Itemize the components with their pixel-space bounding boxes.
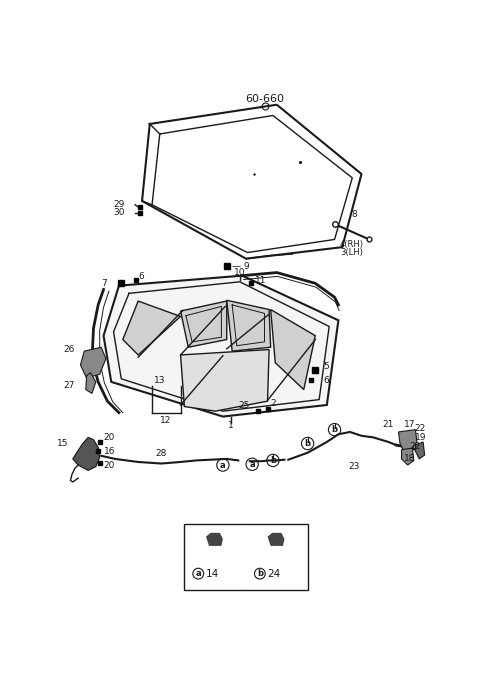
Text: 21: 21 (383, 420, 394, 429)
Text: 30: 30 (113, 208, 124, 217)
Polygon shape (398, 430, 417, 452)
Text: 20: 20 (104, 433, 115, 442)
Text: 7: 7 (102, 279, 108, 288)
Polygon shape (227, 301, 271, 351)
Text: 14: 14 (206, 568, 219, 579)
Polygon shape (180, 350, 269, 411)
Text: 12: 12 (160, 416, 172, 425)
Text: 6: 6 (138, 272, 144, 281)
Text: a: a (249, 460, 255, 469)
Text: 26: 26 (64, 345, 75, 354)
Polygon shape (267, 533, 285, 546)
Text: 5: 5 (323, 362, 329, 371)
Text: 3(LH): 3(LH) (340, 248, 363, 257)
Text: 60-660: 60-660 (246, 94, 285, 103)
Polygon shape (104, 275, 338, 417)
Text: 20: 20 (104, 460, 115, 470)
Text: 1: 1 (228, 420, 233, 430)
Polygon shape (73, 437, 100, 471)
Text: 18: 18 (404, 454, 415, 463)
Polygon shape (415, 442, 425, 459)
Bar (184, 524, 308, 590)
Text: 17: 17 (404, 420, 415, 429)
Polygon shape (86, 373, 96, 394)
Text: 22: 22 (409, 442, 420, 451)
Text: a: a (195, 569, 201, 578)
Text: b: b (332, 425, 337, 434)
Text: 23: 23 (348, 462, 360, 471)
Polygon shape (81, 347, 106, 378)
Text: 28: 28 (156, 449, 167, 458)
Text: 25: 25 (239, 401, 250, 409)
Text: 15: 15 (58, 439, 69, 448)
Polygon shape (206, 533, 223, 546)
Polygon shape (271, 309, 315, 390)
Text: 27: 27 (64, 381, 75, 390)
Text: 16: 16 (104, 447, 115, 456)
Text: b: b (270, 456, 276, 465)
Text: 29: 29 (113, 201, 124, 209)
Text: 10: 10 (234, 268, 246, 277)
Polygon shape (123, 301, 180, 355)
Text: — 9: — 9 (232, 262, 250, 271)
Text: 22: 22 (414, 424, 425, 433)
Text: 2: 2 (271, 399, 276, 408)
Text: b: b (257, 569, 263, 578)
Text: 6: 6 (323, 376, 329, 385)
Text: 8: 8 (351, 209, 357, 218)
Text: 11: 11 (255, 276, 267, 285)
Text: 19: 19 (415, 433, 427, 442)
Text: 13: 13 (154, 376, 166, 385)
Text: 4(RH): 4(RH) (340, 240, 364, 250)
Polygon shape (402, 448, 414, 465)
Text: a: a (220, 460, 226, 470)
Polygon shape (180, 301, 227, 347)
Text: b: b (305, 439, 311, 448)
Text: 24: 24 (267, 568, 281, 579)
